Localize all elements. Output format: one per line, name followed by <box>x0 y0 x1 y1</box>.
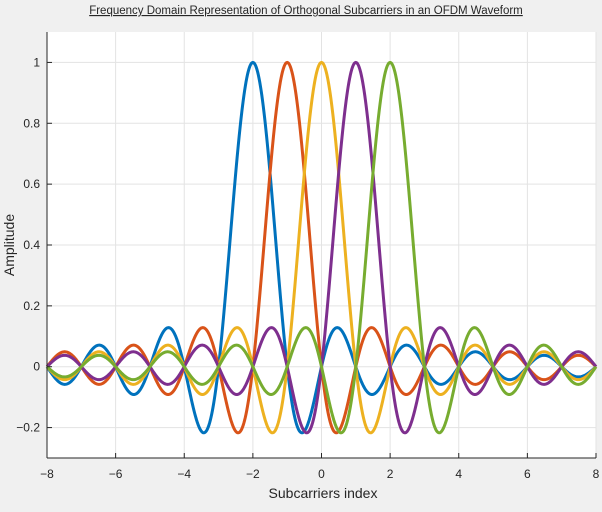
y-tick-label: 0 <box>33 360 40 374</box>
y-axis-label: Amplitude <box>1 214 17 276</box>
x-axis-label: Subcarriers index <box>269 485 378 501</box>
axes <box>46 32 597 459</box>
y-tick-label: −0.2 <box>16 421 40 435</box>
series-lines <box>45 60 598 435</box>
x-tick-label: 2 <box>387 467 394 481</box>
y-tick-label: 0.4 <box>23 238 40 252</box>
x-tick-label: −4 <box>177 467 191 481</box>
series-line-0 <box>45 60 598 435</box>
x-tick-label: −2 <box>246 467 260 481</box>
y-tick-label: 0.6 <box>23 177 40 191</box>
series-line-2 <box>46 60 598 435</box>
x-tick-label: 8 <box>593 467 600 481</box>
x-tick-label: −8 <box>40 467 54 481</box>
y-tick-label: 0.2 <box>23 299 40 313</box>
y-tick-label: 1 <box>33 55 40 69</box>
y-tick-labels: −0.2 0 0.2 0.4 0.6 0.8 1 <box>16 55 40 434</box>
x-tick-label: 6 <box>524 467 531 481</box>
chart-title: Frequency Domain Representation of Ortho… <box>89 5 523 17</box>
y-tick-label: 0.8 <box>23 116 40 130</box>
x-tick-label: 4 <box>455 467 462 481</box>
x-tick-label: 0 <box>318 467 325 481</box>
x-tick-labels: −8 −6 −4 −2 0 2 4 6 8 <box>40 467 600 481</box>
x-tick-label: −6 <box>109 467 123 481</box>
